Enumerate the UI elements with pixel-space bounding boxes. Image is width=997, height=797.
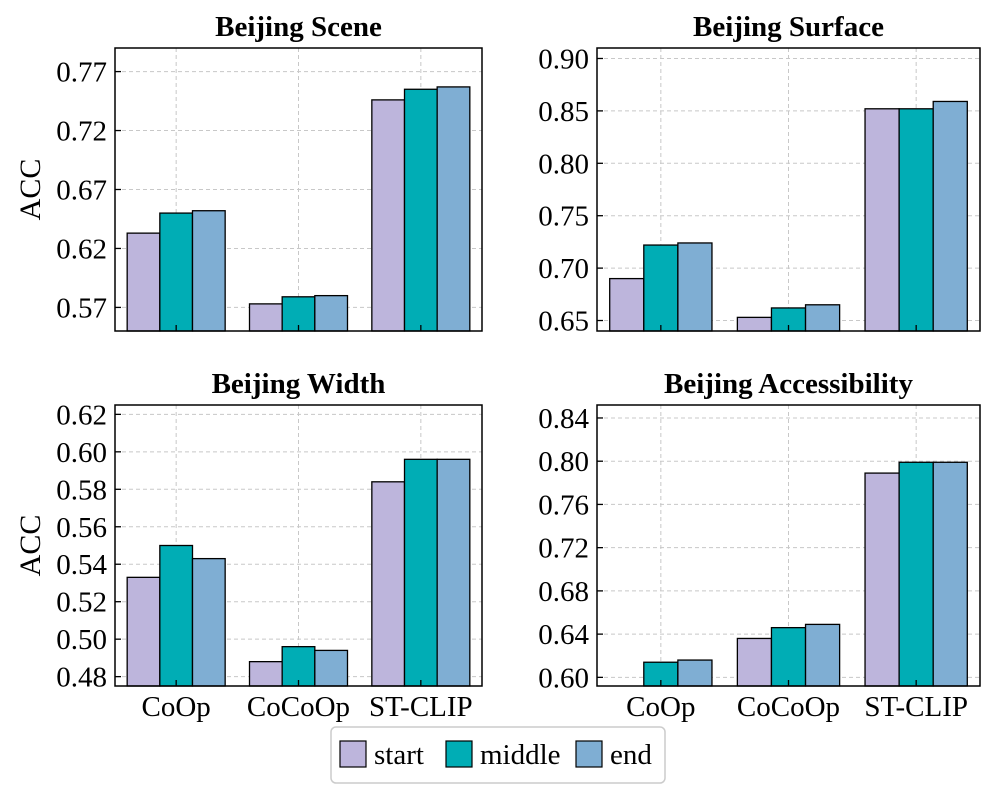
bar-middle-st-clip — [898, 461, 934, 687]
y-tick-label: 0.80 — [538, 446, 589, 478]
bar-end-coop — [191, 210, 226, 332]
chart-panel-1: 0.57 0.62 0.67 0.72 0.77 Beijing Scene ACC — [14, 11, 483, 332]
bar-end-coop — [191, 557, 226, 687]
y-tick-label: 0.62 — [56, 399, 107, 431]
bar-start-coop — [126, 576, 161, 687]
bar-middle-st-clip — [403, 88, 438, 332]
bar-start-cocoop — [248, 660, 283, 687]
x-tick-label-cocoop: CoCoOp — [247, 691, 350, 723]
bar-end-st-clip — [436, 86, 471, 332]
bar-start-cocoop — [248, 303, 283, 332]
bar-end-cocoop — [314, 649, 349, 687]
bar-start-cocoop — [736, 316, 773, 332]
legend: start middle end — [330, 726, 666, 784]
bar-start-st-clip — [371, 99, 406, 332]
y-tick-label: 0.57 — [56, 292, 107, 324]
chart-title: Beijing Accessibility — [664, 368, 913, 400]
y-tick-label: 0.77 — [56, 57, 107, 89]
bar-end-cocoop — [804, 623, 841, 687]
y-tick-label: 0.56 — [56, 512, 107, 544]
y-tick-label: 0.75 — [538, 201, 589, 233]
y-tick-label: 0.54 — [56, 549, 107, 581]
y-tick-label: 0.60 — [538, 662, 589, 694]
bar-middle-coop — [643, 244, 679, 332]
y-tick-label: 0.62 — [56, 233, 107, 265]
y-tick-label: 0.58 — [56, 474, 107, 506]
x-tick-label-coop: CoOp — [626, 691, 695, 723]
x-tick-label-cocoop: CoCoOp — [737, 691, 840, 723]
y-tick-label: 0.64 — [538, 619, 589, 651]
chart-panel-2: 0.65 0.70 0.75 0.80 0.85 0.90 Beijing Surface — [538, 11, 981, 338]
y-tick-label: 0.52 — [56, 587, 107, 619]
x-tick-label-coop: CoOp — [142, 691, 211, 723]
legend-swatch-middle — [445, 740, 473, 768]
y-axis-label: ACC — [14, 515, 47, 577]
y-axis-label: ACC — [14, 159, 47, 221]
y-tick-label: 0.72 — [538, 533, 589, 565]
y-tick-label: 0.84 — [538, 403, 589, 435]
chart-title: Beijing Width — [212, 368, 386, 400]
y-tick-label: 0.70 — [538, 253, 589, 285]
bar-start-coop — [126, 232, 161, 332]
bar-start-st-clip — [864, 472, 900, 687]
bar-end-st-clip — [932, 461, 968, 687]
legend-swatch-end — [575, 740, 603, 768]
chart-title: Beijing Scene — [215, 11, 382, 43]
bar-start-st-clip — [864, 108, 900, 332]
bar-end-st-clip — [932, 100, 968, 332]
y-tick-label: 0.90 — [538, 43, 589, 75]
y-tick-label: 0.60 — [56, 437, 107, 469]
y-tick-label: 0.65 — [538, 306, 589, 338]
x-tick-label-st-clip: ST-CLIP — [864, 691, 968, 723]
bar-middle-coop — [159, 212, 194, 332]
y-tick-label: 0.68 — [538, 576, 589, 608]
bar-middle-cocoop — [770, 626, 807, 687]
y-tick-label: 0.85 — [538, 96, 589, 128]
chart-panel-3: 0.48 0.50 0.52 0.54 0.56 0.58 0.60 0.62 CoOp CoCo… — [14, 368, 483, 723]
bar-end-coop — [677, 242, 713, 332]
bar-middle-st-clip — [403, 458, 438, 687]
y-tick-label: 0.80 — [538, 148, 589, 180]
y-tick-label: 0.67 — [56, 175, 107, 207]
legend-label-start: start — [374, 739, 424, 771]
x-tick-label-st-clip: ST-CLIP — [369, 691, 473, 723]
legend-swatch-start — [339, 740, 367, 768]
bar-end-cocoop — [314, 294, 349, 332]
bar-end-st-clip — [436, 458, 471, 687]
chart-title: Beijing Surface — [693, 11, 884, 43]
y-tick-label: 0.50 — [56, 624, 107, 656]
bar-start-coop — [609, 277, 645, 332]
bar-start-st-clip — [371, 481, 406, 687]
y-tick-label: 0.76 — [538, 489, 589, 521]
bar-middle-coop — [159, 544, 194, 687]
bar-start-cocoop — [736, 637, 773, 687]
bar-end-cocoop — [804, 304, 841, 332]
y-tick-label: 0.72 — [56, 116, 107, 148]
legend-label-end: end — [610, 739, 652, 771]
bar-end-coop — [677, 659, 713, 687]
chart-panel-4: 0.60 0.64 0.68 0.72 0.76 0.80 0.84 CoOp CoCoOp ST… — [538, 368, 981, 723]
y-tick-label: 0.48 — [56, 662, 107, 694]
bar-middle-st-clip — [898, 108, 934, 332]
chart-panels: 0.57 0.62 0.67 0.72 0.77 Beijing Scene ACC 0.65… — [14, 11, 981, 723]
legend-label-middle: middle — [480, 739, 561, 771]
